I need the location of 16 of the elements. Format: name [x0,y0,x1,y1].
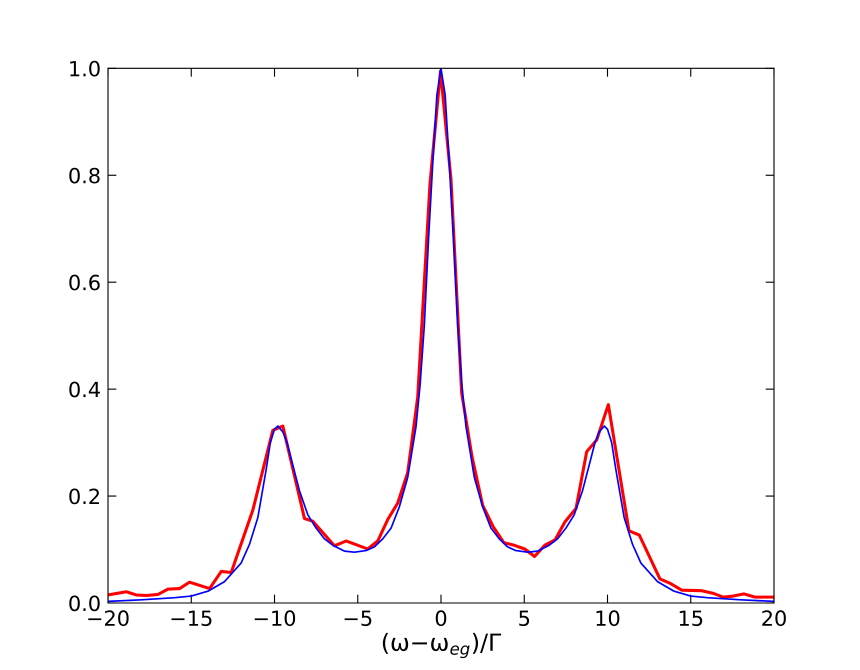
y-tick-label: 0.8 [69,168,100,184]
x-tick-label: 20 [762,610,786,626]
y-tick-label: 0.6 [69,274,100,290]
y-tick-label: 0.4 [69,382,100,398]
y-tick-label: 0.2 [69,488,99,504]
x-axis-title: (ω−ω$_{eg}$)/Γ [382,632,502,658]
x-tick-label: 5 [519,610,530,626]
x-tick-label: −5 [344,610,372,626]
y-tick-label: 0.0 [69,595,100,612]
x-tick-label: −20 [88,610,129,626]
x-tick-label: −10 [254,610,296,626]
x-tick-label: 10 [596,610,620,626]
x-tick-label: 15 [680,610,702,626]
x-tick-label: −15 [171,610,212,626]
y-tick-label: 1.0 [70,60,100,77]
x-tick-label: 0 [436,610,446,626]
